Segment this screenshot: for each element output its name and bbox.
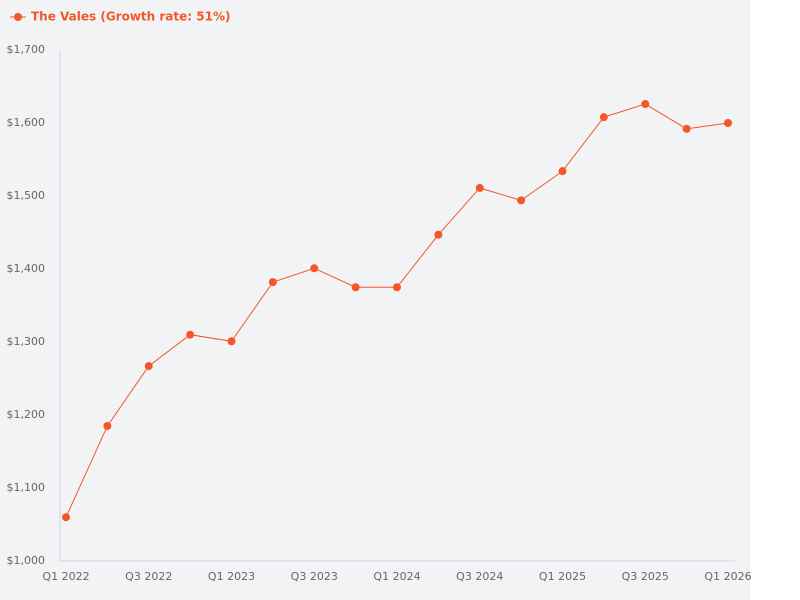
x-tick-label: Q1 2025	[539, 570, 586, 583]
y-tick-label: $1,400	[7, 262, 46, 275]
data-point	[641, 100, 650, 109]
x-tick-label: Q3 2022	[125, 570, 172, 583]
y-tick-label: $1,700	[7, 43, 46, 56]
data-point	[599, 113, 608, 122]
data-point	[103, 421, 112, 430]
y-tick-label: $1,600	[7, 116, 46, 129]
x-tick-label: Q1 2022	[42, 570, 89, 583]
x-tick-label: Q3 2023	[291, 570, 338, 583]
x-tick-label: Q3 2024	[456, 570, 503, 583]
y-tick-label: $1,300	[7, 335, 46, 348]
data-point	[186, 330, 195, 339]
data-point	[682, 124, 691, 133]
data-point	[558, 167, 567, 176]
data-point	[227, 337, 236, 346]
data-point	[351, 283, 360, 292]
plot-background	[0, 0, 750, 600]
data-point	[724, 119, 732, 127]
x-tick-label: Q3 2025	[622, 570, 669, 583]
x-tick-label: Q1 2024	[373, 570, 420, 583]
y-tick-label: $1,200	[7, 408, 46, 421]
y-tick-label: $1,000	[7, 554, 46, 567]
y-tick-label: $1,100	[7, 481, 46, 494]
legend-text[interactable]: The Vales (Growth rate: 51%)	[31, 10, 230, 24]
x-tick-label: Q1 2026	[704, 570, 751, 583]
data-point	[434, 230, 443, 239]
x-tick-label: Q1 2023	[208, 570, 255, 583]
data-point	[517, 196, 526, 205]
data-point	[268, 278, 277, 287]
legend-symbol	[14, 13, 22, 21]
data-point	[475, 183, 484, 192]
data-point	[62, 513, 70, 522]
y-tick-label: $1,500	[7, 189, 46, 202]
data-point	[310, 264, 319, 273]
data-point	[393, 283, 401, 292]
data-point	[144, 362, 153, 371]
